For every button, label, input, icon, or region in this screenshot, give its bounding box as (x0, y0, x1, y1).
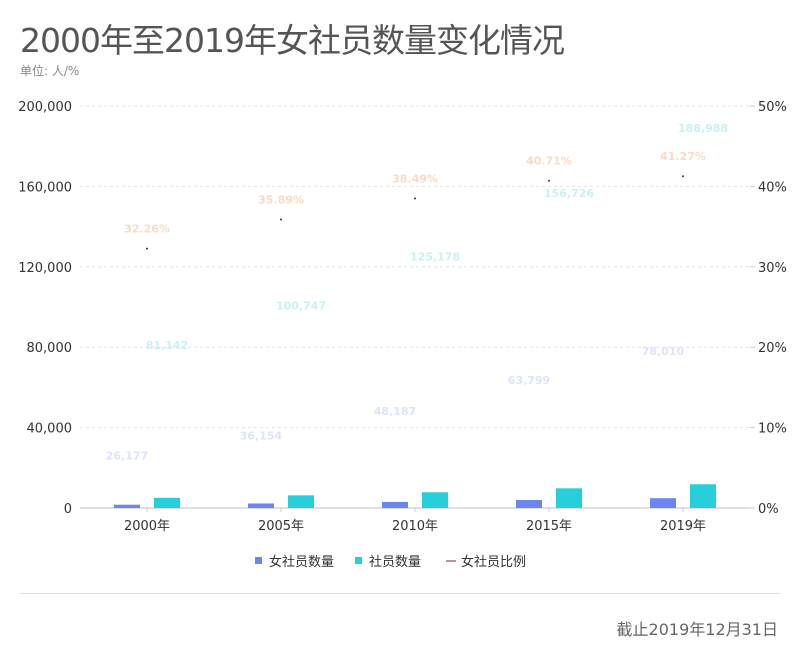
data-label: 26,177 (106, 449, 148, 462)
data-label: 78,010 (642, 345, 685, 358)
divider (20, 593, 780, 594)
ratio-point (414, 197, 416, 200)
data-label: 36,154 (240, 429, 283, 442)
data-label: 38.49% (392, 173, 438, 186)
data-label: 40.71% (526, 155, 572, 168)
legend-item: 社员数量 (369, 554, 421, 570)
bar-女社员数量 (650, 498, 676, 508)
x-tick-label: 2010年 (392, 519, 438, 534)
bar-社员数量 (422, 492, 448, 508)
y-right-tick: 10% (758, 422, 787, 437)
data-label: 63,799 (508, 374, 550, 387)
y-left-tick: 80,000 (27, 341, 73, 356)
bar-女社员数量 (516, 499, 542, 508)
data-label: 125,178 (410, 250, 460, 263)
data-label: 35.89% (258, 193, 304, 206)
bar-社员数量 (154, 497, 180, 508)
ratio-point (280, 218, 282, 221)
chart-title: 2000年至2019年女社员数量变化情况 (20, 21, 565, 60)
x-tick-label: 2019年 (660, 519, 706, 534)
legend-item: 女社员比例 (461, 554, 526, 570)
date-note: 截止2019年12月31日 (616, 620, 778, 639)
legend-swatch (355, 557, 362, 564)
legend-swatch (255, 557, 262, 564)
chart: 0 0% 40,000 10% 80,000 20% 120,000 30% 160,000 40… (18, 100, 787, 570)
bar-女社员数量 (382, 501, 408, 508)
unit-label: 单位: 人/% (20, 64, 80, 78)
bar-社员数量 (288, 495, 314, 508)
y-left-tick: 160,000 (18, 180, 72, 195)
data-label: 156,726 (544, 187, 594, 200)
bar-社员数量 (556, 488, 582, 508)
bar-女社员数量 (248, 503, 274, 508)
data-label: 188,988 (678, 122, 728, 135)
x-tick-label: 2000年 (124, 519, 170, 534)
y-left-tick: 200,000 (18, 100, 72, 115)
data-label: 100,747 (276, 299, 326, 312)
y-left-tick: 0 (64, 502, 72, 517)
y-right-tick: 30% (758, 261, 787, 276)
data-label: 32.26% (124, 223, 170, 236)
data-label: 48,187 (374, 405, 416, 418)
data-label: 41.27% (660, 150, 706, 163)
ratio-point (548, 179, 550, 182)
y-left-tick: 120,000 (18, 261, 72, 276)
y-left-tick: 40,000 (27, 422, 73, 437)
x-tick-label: 2005年 (258, 519, 304, 534)
y-right-tick: 20% (758, 341, 787, 356)
ratio-point (146, 247, 148, 250)
y-right-tick: 40% (758, 180, 787, 195)
bar-女社员数量 (114, 504, 140, 508)
ratio-point (682, 175, 684, 178)
legend-item: 女社员数量 (269, 554, 334, 570)
bar-社员数量 (690, 484, 716, 508)
y-right-tick: 50% (758, 100, 787, 115)
y-right-tick: 0% (758, 502, 779, 517)
x-tick-label: 2015年 (526, 519, 572, 534)
data-label: 81,142 (146, 339, 188, 352)
